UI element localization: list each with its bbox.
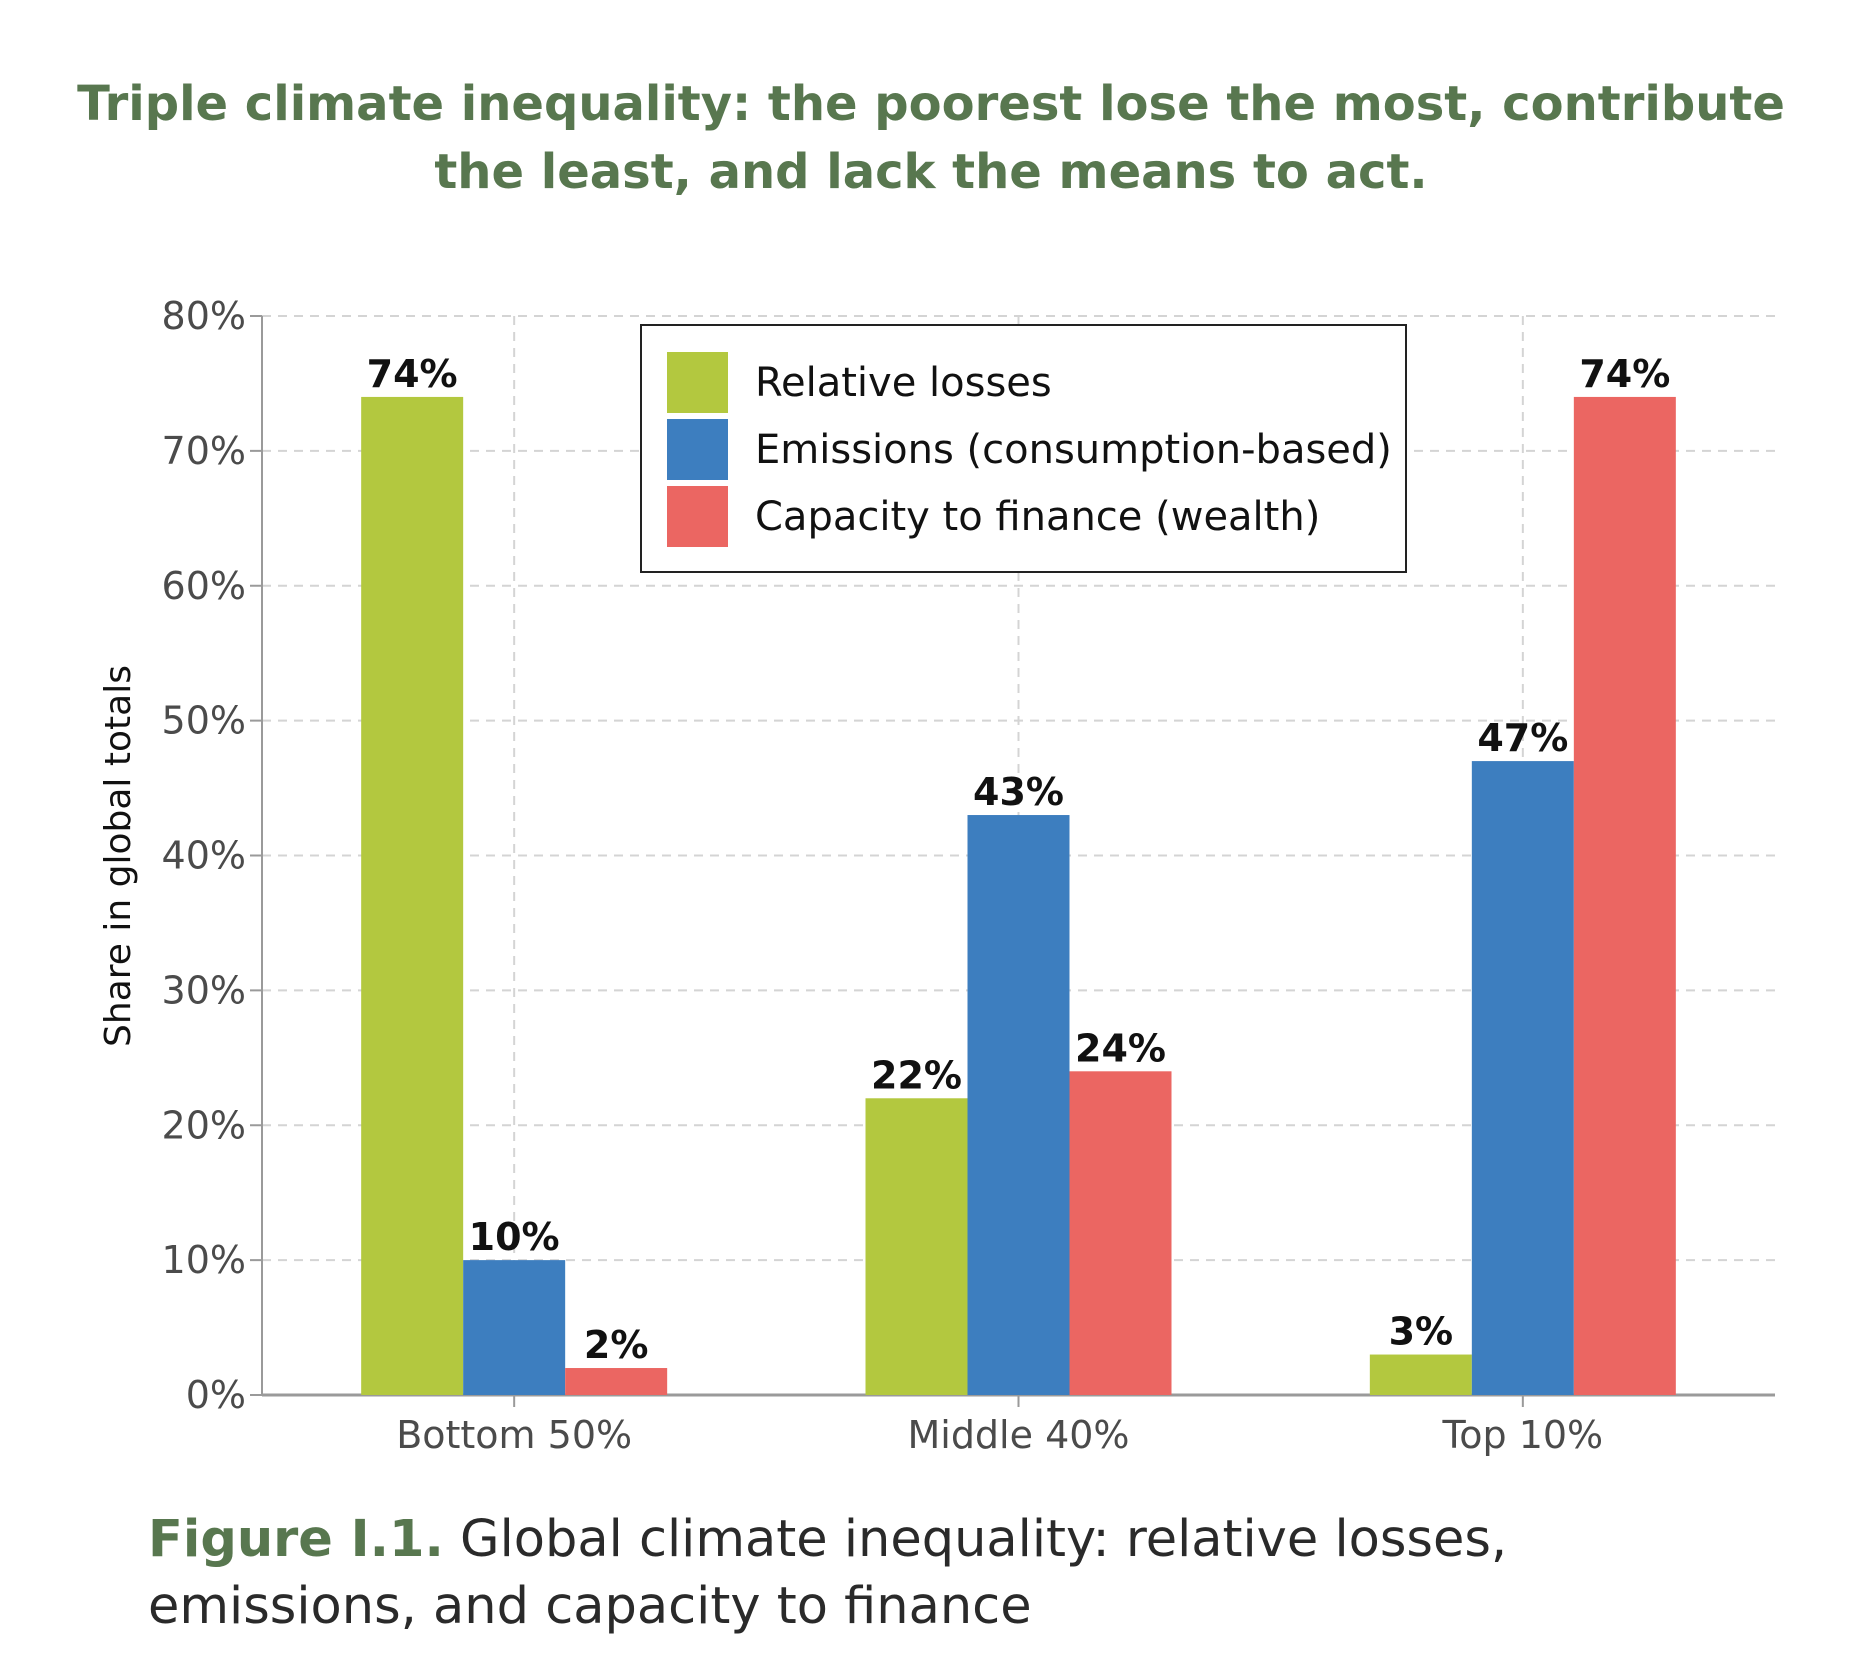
bar-value-label: 43% xyxy=(973,770,1064,814)
bar-value-label: 3% xyxy=(1389,1310,1454,1354)
y-tick-label: 60% xyxy=(162,564,246,608)
y-tick-label: 70% xyxy=(162,429,246,473)
y-tick-label: 0% xyxy=(186,1373,246,1417)
caption-prefix: Figure I.1. xyxy=(148,1510,444,1569)
chart-title-line-2: the least, and lack the means to act. xyxy=(434,144,1427,200)
legend-swatch xyxy=(667,486,728,547)
bar xyxy=(1573,396,1676,1395)
caption-text: Global climate inequality: relative loss… xyxy=(148,1510,1508,1636)
bar xyxy=(967,815,1070,1395)
y-axis-label: Share in global totals xyxy=(98,665,139,1047)
x-tick-label: Top 10% xyxy=(1441,1413,1603,1457)
legend-label: Capacity to finance (wealth) xyxy=(755,494,1320,540)
legend-swatch xyxy=(667,352,728,413)
y-tick-label: 50% xyxy=(162,699,246,743)
bar xyxy=(1369,1354,1472,1395)
legend-box xyxy=(640,324,1407,573)
x-tick-label: Middle 40% xyxy=(907,1413,1129,1457)
legend-label: Relative losses xyxy=(755,360,1052,406)
bar-value-label: 47% xyxy=(1477,716,1568,760)
bar xyxy=(1069,1071,1172,1395)
bar-value-label: 10% xyxy=(469,1215,560,1259)
legend-swatch xyxy=(667,419,728,480)
y-tick-label: 40% xyxy=(162,834,246,878)
legend-label: Emissions (consumption-based) xyxy=(755,427,1392,473)
x-tick-label: Bottom 50% xyxy=(396,1413,632,1457)
bar-value-label: 74% xyxy=(367,352,458,396)
bar xyxy=(463,1260,566,1395)
chart-title-line-1: Triple climate inequality: the poorest l… xyxy=(77,76,1785,132)
bar xyxy=(361,396,464,1395)
y-tick-label: 20% xyxy=(162,1103,246,1147)
y-tick-label: 10% xyxy=(162,1238,246,1282)
bar-value-label: 24% xyxy=(1075,1026,1166,1070)
y-tick-label: 80% xyxy=(162,294,246,338)
bar-value-label: 2% xyxy=(584,1323,649,1367)
bar xyxy=(565,1368,668,1395)
bar xyxy=(1471,761,1574,1395)
y-tick-label: 30% xyxy=(162,968,246,1012)
bar-value-label: 22% xyxy=(871,1053,962,1097)
bar-value-label: 74% xyxy=(1579,352,1670,396)
bar xyxy=(865,1098,968,1395)
figure-caption: Figure I.1. Global climate inequality: r… xyxy=(148,1506,1788,1640)
